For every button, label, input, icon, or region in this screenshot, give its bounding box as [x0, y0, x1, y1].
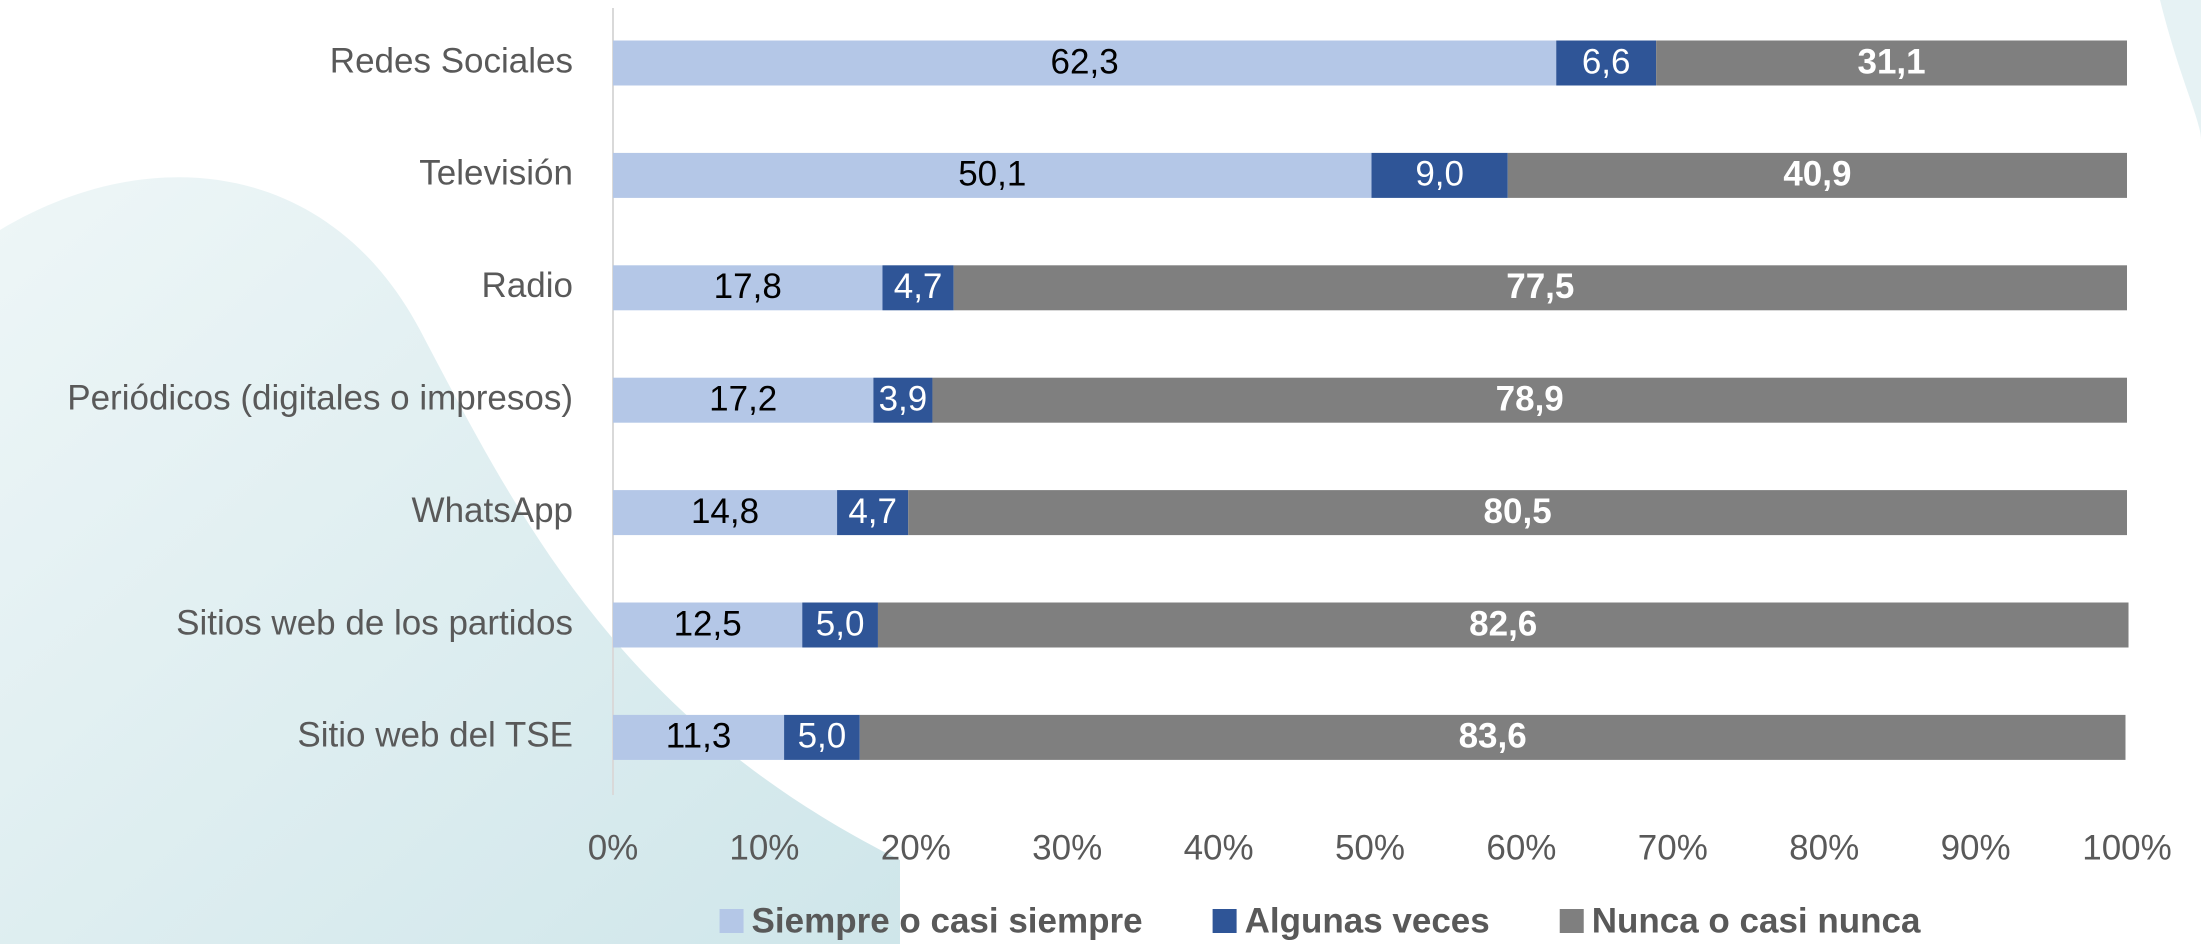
data-label: 17,8: [714, 267, 782, 306]
data-label: 5,0: [816, 604, 865, 643]
data-label: 78,9: [1496, 379, 1564, 418]
x-tick-label: 100%: [2082, 828, 2172, 867]
x-tick-label: 10%: [729, 828, 799, 867]
legend-swatch: [719, 909, 744, 933]
bar-segment: [613, 265, 883, 311]
bar-segment: [784, 714, 860, 760]
bar-segment: [613, 377, 874, 423]
category-label: Sitios web de los partidos: [176, 603, 573, 642]
category-label: Sitio web del TSE: [297, 716, 573, 755]
x-tick-label: 30%: [1032, 828, 1102, 867]
data-label: 3,9: [879, 379, 928, 418]
legend-swatch: [1559, 909, 1584, 933]
bar-segment: [882, 265, 954, 311]
background-shape: [2160, 0, 2201, 140]
bar-segment: [908, 490, 2127, 536]
data-label: 17,2: [709, 379, 777, 418]
data-label: 82,6: [1469, 604, 1537, 643]
data-label: 9,0: [1415, 155, 1464, 194]
data-label: 4,7: [848, 492, 897, 531]
bar-segment: [1371, 152, 1508, 198]
data-label: 12,5: [674, 604, 742, 643]
data-label: 6,6: [1582, 42, 1631, 81]
bar-segment: [873, 377, 933, 423]
bar-segment: [613, 714, 785, 760]
bar-segment: [613, 490, 838, 536]
category-label: Periódicos (digitales o impresos): [67, 378, 573, 417]
bar-segment: [1656, 40, 2127, 86]
category-label: Radio: [482, 266, 573, 305]
data-label: 4,7: [894, 267, 943, 306]
x-tick-label: 90%: [1941, 828, 2011, 867]
data-label: 31,1: [1858, 42, 1926, 81]
bar-segment: [953, 265, 2127, 311]
bar-segment: [932, 377, 2127, 423]
bar-segment: [613, 40, 1557, 86]
data-label: 5,0: [798, 717, 847, 756]
bar-segment: [1507, 152, 2127, 198]
category-label: Redes Sociales: [330, 41, 573, 80]
legend-label: Algunas veces: [1245, 901, 1490, 940]
x-tick-label: 70%: [1638, 828, 1708, 867]
category-label: Televisión: [419, 154, 573, 193]
bar-segment: [837, 490, 909, 536]
x-tick-label: 50%: [1335, 828, 1405, 867]
bar-segment: [859, 714, 2126, 760]
bar-segment: [613, 152, 1372, 198]
data-label: 80,5: [1484, 492, 1552, 531]
x-tick-label: 80%: [1789, 828, 1859, 867]
data-label: 77,5: [1506, 267, 1574, 306]
x-tick-label: 20%: [881, 828, 951, 867]
bar-segment: [877, 602, 2129, 648]
data-label: 14,8: [691, 492, 759, 531]
bar-segment: [802, 602, 878, 648]
data-label: 40,9: [1783, 155, 1851, 194]
legend-swatch: [1212, 909, 1237, 933]
data-label: 11,3: [666, 717, 732, 756]
x-tick-label: 0%: [588, 828, 639, 867]
data-label: 83,6: [1459, 717, 1527, 756]
data-label: 50,1: [958, 155, 1026, 194]
data-label: 62,3: [1051, 42, 1119, 81]
x-tick-label: 40%: [1184, 828, 1254, 867]
legend-label: Siempre o casi siempre: [752, 901, 1143, 940]
legend-label: Nunca o casi nunca: [1592, 901, 1921, 940]
bar-segment: [1556, 40, 1657, 86]
bar-segment: [613, 602, 803, 648]
category-label: WhatsApp: [412, 491, 573, 530]
x-tick-label: 60%: [1486, 828, 1556, 867]
